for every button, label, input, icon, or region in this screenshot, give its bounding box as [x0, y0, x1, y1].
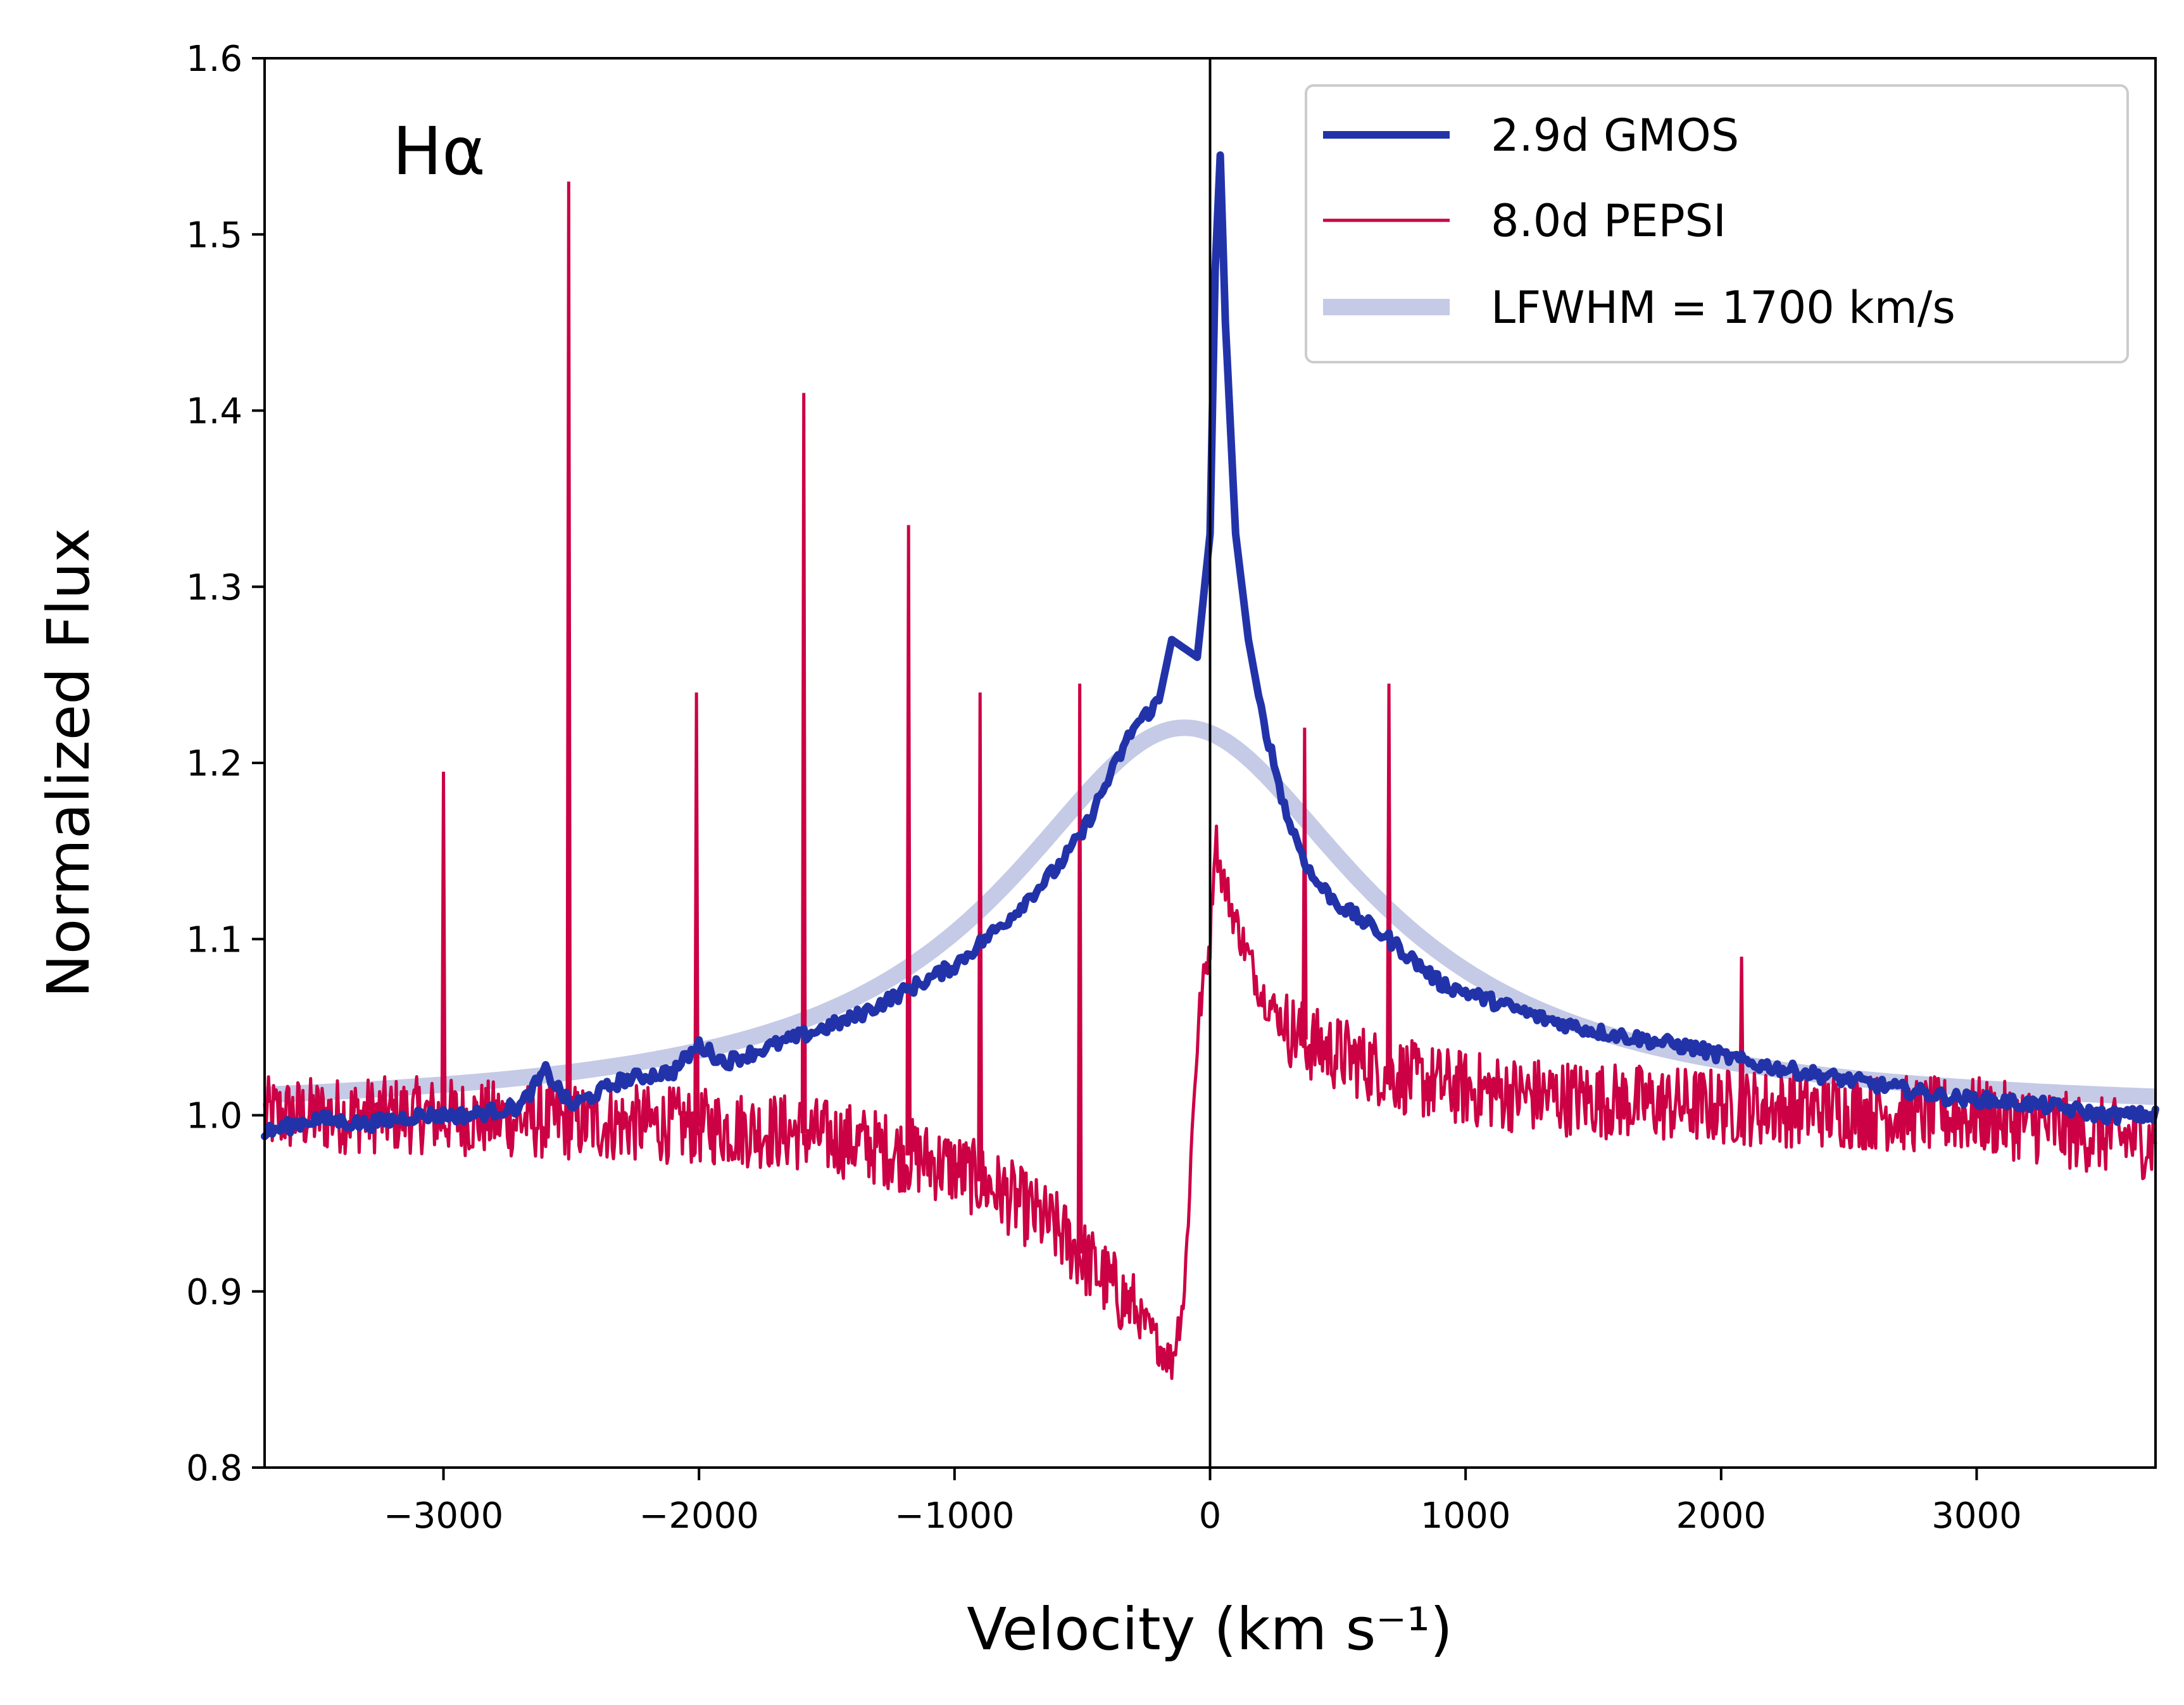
x-tick-label: −3000 [384, 1495, 503, 1537]
x-axis: −3000 −2000 −1000 0 1000 2000 3000 [384, 1468, 2022, 1537]
y-tick-label: 0.8 [186, 1448, 242, 1489]
pepsi-spike [977, 692, 984, 1181]
y-axis-title: Normalized Flux [35, 528, 103, 998]
x-tick-label: −2000 [639, 1495, 758, 1537]
pepsi-spike [800, 393, 807, 1134]
y-tick-label: 1.1 [186, 919, 242, 960]
legend-label-pepsi: 8.0d PEPSI [1491, 195, 1726, 247]
y-axis: 0.8 0.9 1.0 1.1 1.2 1.3 1.4 1.5 1.6 [186, 39, 265, 1489]
pepsi-spike [440, 771, 447, 1117]
legend-label-lorentzian: LFWHM = 1700 km/s [1491, 282, 1955, 334]
x-tick-label: 1000 [1421, 1495, 1511, 1537]
annotation-halpha: Hα [392, 113, 486, 190]
y-tick-label: 1.4 [186, 391, 242, 432]
pepsi-spike [1738, 957, 1745, 1107]
pepsi-spike [693, 692, 700, 1126]
pepsi-spike [1301, 727, 1308, 1040]
legend-box [1305, 84, 2129, 363]
pepsi-spike [565, 181, 572, 1123]
y-tick-label: 1.2 [186, 743, 242, 784]
y-tick-label: 1.6 [186, 39, 242, 80]
x-tick-label: 0 [1199, 1495, 1222, 1537]
legend: 2.9d GMOS 8.0d PEPSI LFWHM = 1700 km/s [1305, 84, 2129, 363]
pepsi-spike [1076, 683, 1083, 1254]
x-tick-label: 3000 [1931, 1495, 2022, 1537]
x-tick-label: −1000 [894, 1495, 1014, 1537]
legend-label-gmos: 2.9d GMOS [1491, 110, 1739, 161]
y-tick-label: 0.9 [186, 1272, 242, 1313]
y-tick-label: 1.0 [186, 1096, 242, 1137]
pepsi-spike [905, 525, 912, 1155]
pepsi-spike [1386, 683, 1392, 1071]
x-axis-title: Velocity (km s⁻¹) [967, 1595, 1452, 1663]
y-tick-label: 1.5 [186, 215, 242, 256]
x-tick-label: 2000 [1676, 1495, 1767, 1537]
y-tick-label: 1.3 [186, 567, 242, 608]
